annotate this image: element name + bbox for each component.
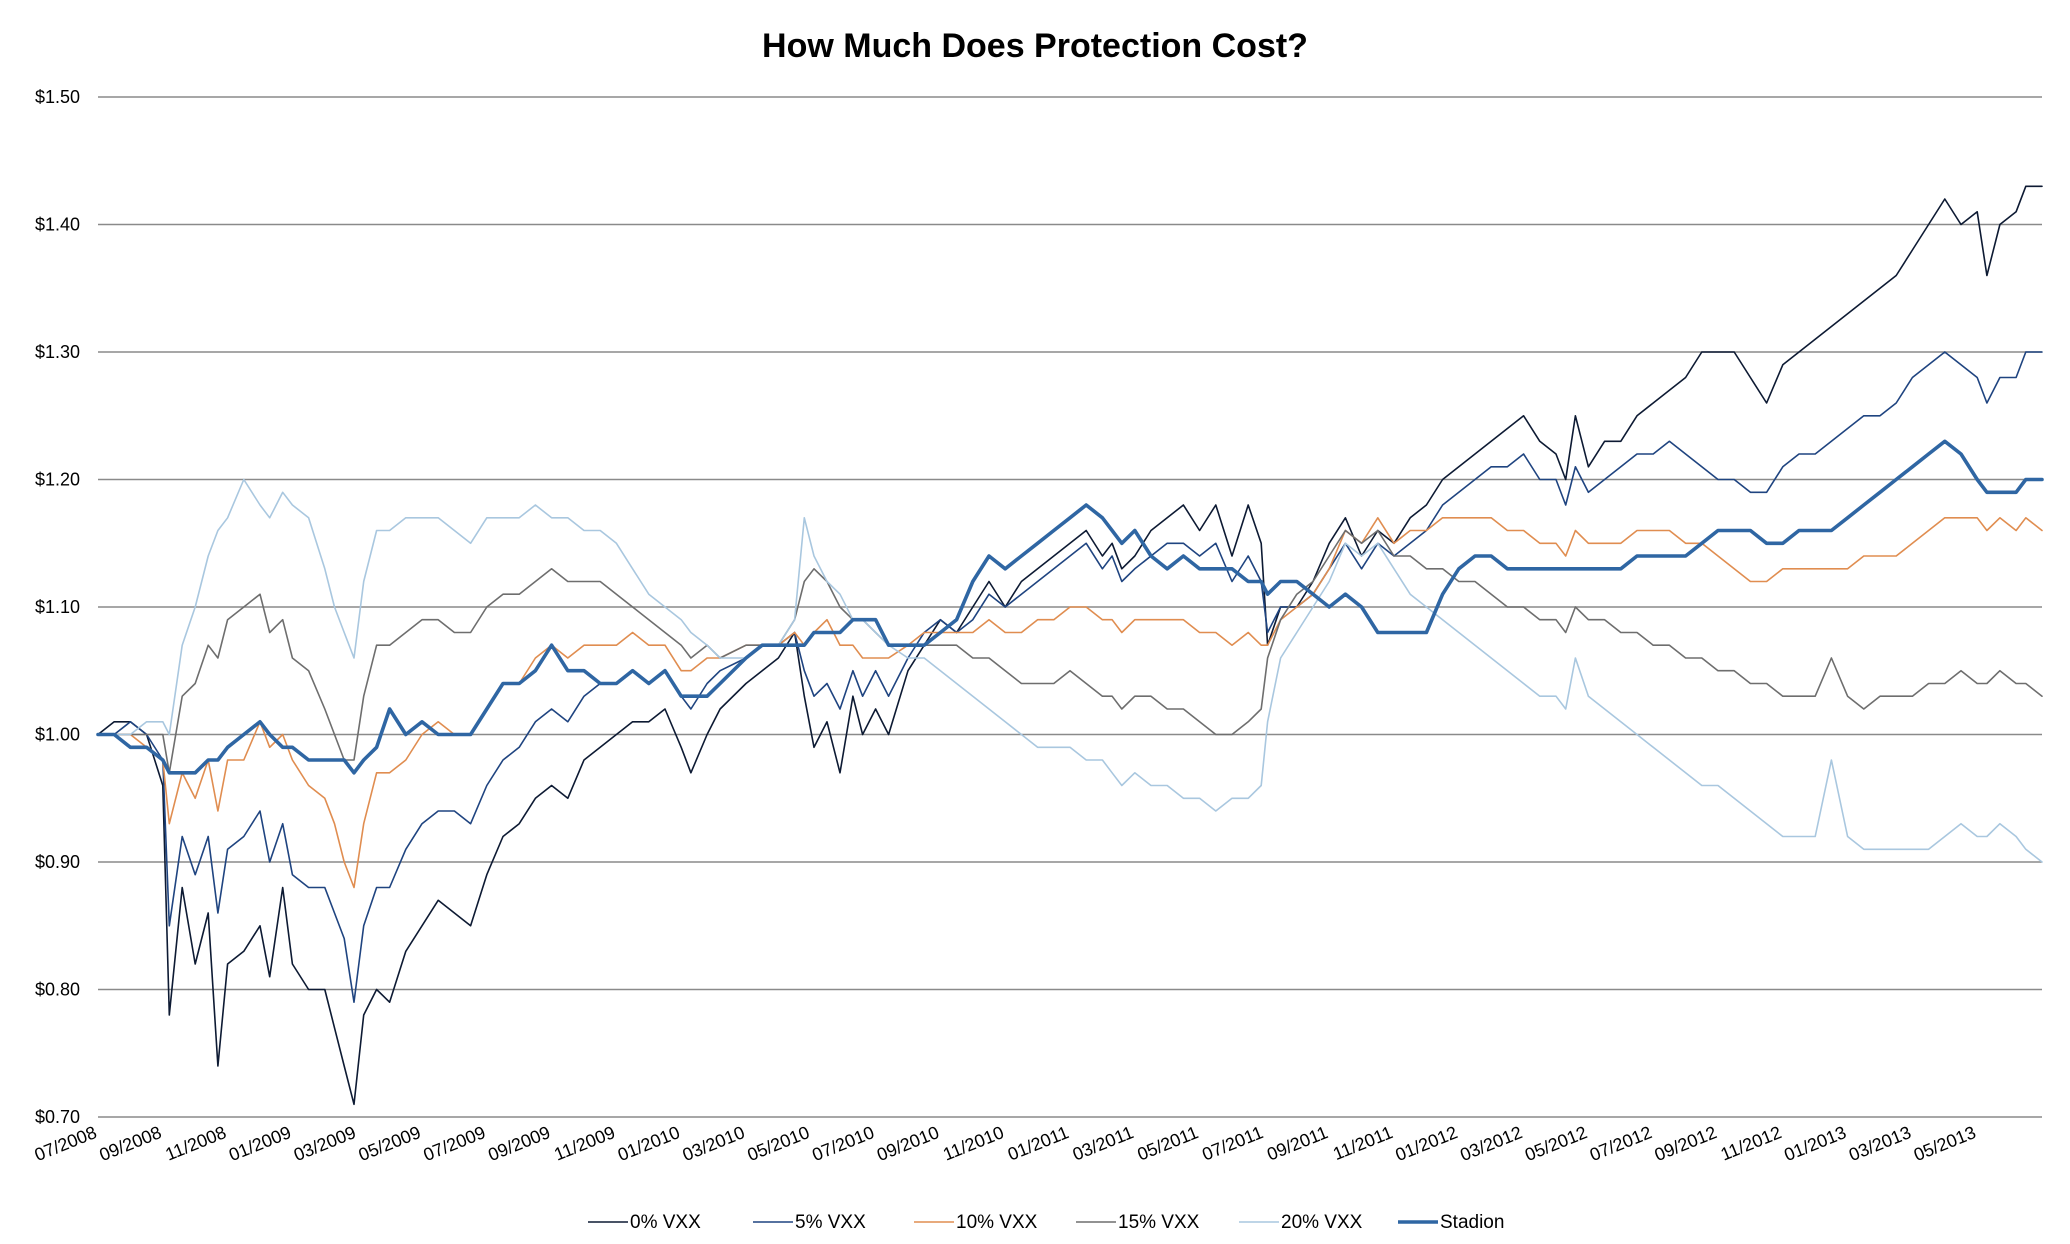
series-line-5-vxx bbox=[97, 351, 2043, 1004]
legend-label: Stadion bbox=[1440, 1212, 1504, 1233]
legend-label: 5% VXX bbox=[795, 1212, 866, 1233]
y-tick-label: $1.30 bbox=[35, 342, 80, 362]
y-tick-label: $1.20 bbox=[35, 470, 80, 490]
x-tick-label: 07/2010 bbox=[809, 1122, 877, 1165]
y-tick-label: $0.90 bbox=[35, 852, 80, 872]
x-tick-label: 09/2008 bbox=[96, 1122, 164, 1165]
series-line-0-vxx bbox=[97, 185, 2043, 1106]
y-tick-label: $0.70 bbox=[35, 1107, 80, 1127]
series-line-10-vxx bbox=[97, 516, 2043, 889]
series-line-15-vxx bbox=[97, 529, 2043, 774]
x-tick-label: 03/2013 bbox=[1846, 1122, 1914, 1165]
series-lines bbox=[96, 185, 2044, 1106]
x-tick-label: 07/2011 bbox=[1199, 1122, 1266, 1164]
y-tick-label: $1.10 bbox=[35, 597, 80, 617]
x-tick-label: 09/2009 bbox=[485, 1122, 553, 1165]
x-tick-label: 05/2011 bbox=[1135, 1122, 1202, 1164]
x-tick-label: 01/2011 bbox=[1005, 1122, 1072, 1164]
y-tick-label: $1.00 bbox=[35, 725, 80, 745]
x-axis-ticks: 07/200809/200811/200801/200903/200905/20… bbox=[32, 1122, 1979, 1165]
series-line-stadion bbox=[96, 439, 2044, 775]
y-tick-label: $0.80 bbox=[35, 980, 80, 1000]
legend-label: 15% VXX bbox=[1118, 1212, 1200, 1233]
x-tick-label: 05/2012 bbox=[1522, 1122, 1590, 1165]
x-tick-label: 09/2011 bbox=[1264, 1122, 1331, 1164]
x-tick-label: 07/2009 bbox=[420, 1122, 488, 1165]
x-tick-label: 11/2010 bbox=[940, 1122, 1007, 1164]
x-tick-label: 07/2008 bbox=[32, 1122, 100, 1165]
x-tick-label: 05/2009 bbox=[356, 1122, 424, 1165]
y-tick-label: $1.50 bbox=[35, 87, 80, 107]
x-tick-label: 03/2009 bbox=[291, 1122, 359, 1165]
chart-title: How Much Does Protection Cost? bbox=[762, 27, 1308, 65]
x-tick-label: 01/2009 bbox=[226, 1122, 294, 1165]
series-line-20-vxx bbox=[97, 478, 2043, 863]
x-tick-label: 01/2013 bbox=[1781, 1122, 1849, 1165]
legend-label: 20% VXX bbox=[1281, 1212, 1363, 1233]
y-tick-label: $1.40 bbox=[35, 215, 80, 235]
x-tick-label: 11/2011 bbox=[1330, 1122, 1395, 1164]
x-tick-label: 03/2012 bbox=[1457, 1122, 1525, 1165]
legend-label: 0% VXX bbox=[630, 1212, 701, 1233]
x-tick-label: 03/2011 bbox=[1070, 1122, 1137, 1164]
x-tick-label: 09/2012 bbox=[1652, 1122, 1720, 1165]
x-tick-label: 11/2008 bbox=[163, 1122, 230, 1164]
y-axis-ticks: $1.50 $1.40 $1.30 $1.20 $1.10 $1.00 $0.90 $0.80… bbox=[35, 87, 80, 1127]
x-tick-label: 01/2010 bbox=[615, 1122, 683, 1165]
x-tick-label: 11/2009 bbox=[551, 1122, 618, 1164]
x-tick-label: 11/2012 bbox=[1718, 1122, 1785, 1164]
x-tick-label: 01/2012 bbox=[1392, 1122, 1460, 1165]
x-tick-label: 05/2013 bbox=[1911, 1122, 1979, 1165]
x-tick-label: 05/2010 bbox=[744, 1122, 812, 1165]
legend-label: 10% VXX bbox=[956, 1212, 1038, 1233]
x-tick-label: 09/2010 bbox=[874, 1122, 942, 1165]
legend: 0% VXX 5% VXX 10% VXX 15% VXX 20% VXX Stadion bbox=[588, 1212, 1504, 1233]
x-tick-label: 07/2012 bbox=[1587, 1122, 1655, 1165]
x-tick-label: 03/2010 bbox=[680, 1122, 748, 1165]
